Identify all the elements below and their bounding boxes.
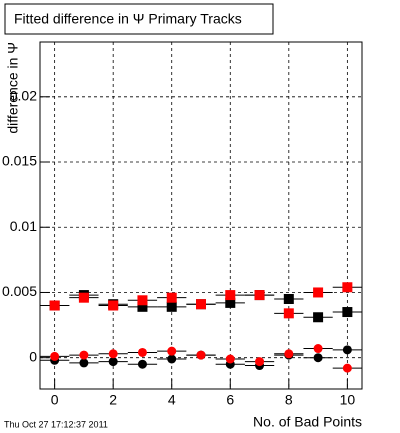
marker <box>342 282 353 293</box>
x-tick-label: 2 <box>109 392 117 408</box>
marker <box>313 344 323 354</box>
x-tick-label: 6 <box>226 392 234 408</box>
marker <box>313 287 324 298</box>
marker <box>313 353 323 363</box>
marker <box>137 301 148 312</box>
marker <box>225 354 235 364</box>
marker <box>313 312 324 323</box>
x-tick-label: 0 <box>51 392 59 408</box>
x-tick-label: 8 <box>285 392 293 408</box>
plot-frame <box>39 41 363 390</box>
marker <box>108 349 118 359</box>
marker <box>108 300 119 311</box>
y-axis-label: difference in Ψ <box>5 42 21 134</box>
marker <box>166 292 177 303</box>
y-tick-label: 0 <box>29 348 37 364</box>
title-box <box>4 3 274 35</box>
marker <box>254 290 265 301</box>
marker <box>137 359 147 369</box>
marker <box>196 299 206 310</box>
marker <box>196 350 206 360</box>
marker <box>342 345 352 355</box>
x-tick-label: 10 <box>340 392 356 408</box>
marker <box>137 295 148 306</box>
marker <box>50 351 60 361</box>
marker <box>283 308 294 319</box>
x-tick-label: 4 <box>168 392 176 408</box>
marker <box>49 300 60 311</box>
marker <box>167 354 177 364</box>
x-axis-label: No. of Bad Points <box>253 414 362 430</box>
marker <box>284 349 294 359</box>
marker <box>342 363 352 373</box>
marker <box>342 307 353 318</box>
chart-title: Fitted difference in Ψ Primary Tracks <box>14 11 242 27</box>
marker <box>225 297 236 308</box>
marker <box>78 292 89 303</box>
y-tick-label: 0.005 <box>2 283 37 299</box>
marker <box>108 357 118 367</box>
marker <box>283 293 294 304</box>
marker <box>137 347 147 357</box>
marker <box>167 346 177 356</box>
marker <box>166 301 177 312</box>
y-tick-label: 0.02 <box>10 87 37 103</box>
marker <box>79 358 89 368</box>
y-tick-label: 0.015 <box>2 153 37 169</box>
timestamp: Thu Oct 27 17:12:37 2011 <box>4 419 108 429</box>
marker <box>225 290 236 301</box>
marker <box>79 350 89 360</box>
y-tick-label: 0.01 <box>10 218 37 234</box>
marker <box>255 357 265 367</box>
